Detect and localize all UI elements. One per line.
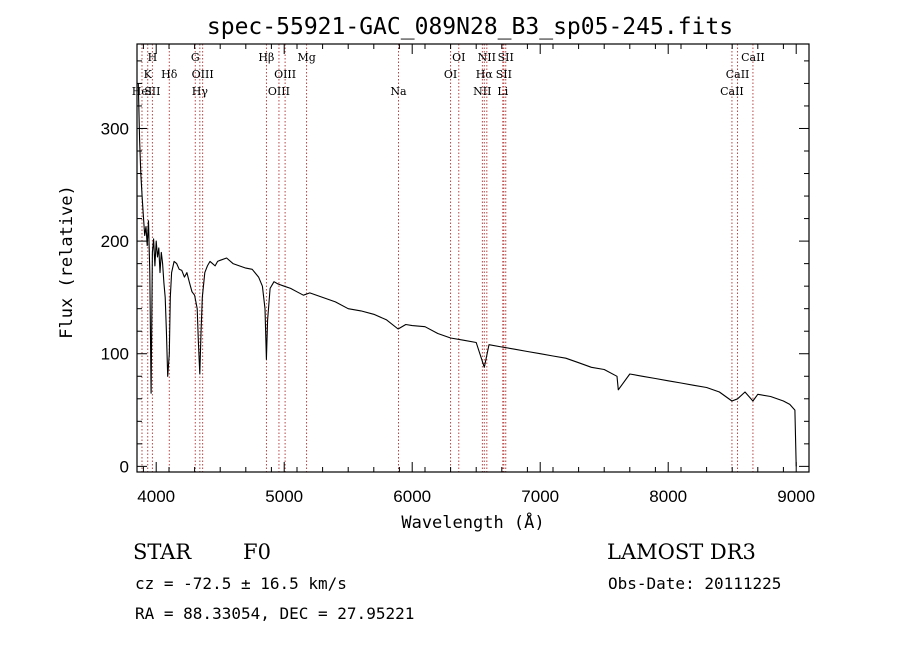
survey-name: LAMOST DR3 [607, 540, 756, 564]
x-tick-label-1: 5000 [265, 487, 303, 506]
y-tick-label-3: 300 [101, 119, 129, 138]
line-label-11: Mg [297, 51, 315, 64]
y-tick-label-1: 100 [101, 345, 129, 364]
line-label-13: OI [452, 51, 465, 64]
line-label-3: SII [144, 85, 160, 98]
tick-layer: 4000 5000 6000 7000 8000 9000 0 100 200 300 [101, 44, 815, 506]
coordinates: RA = 88.33054, DEC = 27.95221 [135, 604, 415, 623]
object-class: STAR [133, 540, 192, 564]
x-tick-label-3: 7000 [521, 487, 559, 506]
line-label-0: H [148, 51, 158, 64]
line-label-14: OI [444, 68, 457, 81]
redshift-text: cz = -72.5 ± 16.5 km/s [135, 574, 347, 593]
line-marker-layer [141, 44, 754, 472]
line-label-18: SII [496, 68, 512, 81]
line-label-8: Hβ [258, 51, 274, 64]
x-tick-label-4: 8000 [649, 487, 687, 506]
obs-date: Obs-Date: 20111225 [608, 574, 782, 593]
line-label-6: OIII [192, 68, 214, 81]
line-label-17: Hα [476, 68, 494, 81]
spectral-subclass: F0 [243, 540, 271, 564]
y-axis-label: Flux (relative) [57, 185, 77, 339]
series-line-flux [137, 83, 797, 467]
line-label-21: CaII [741, 51, 765, 64]
line-label-5: G [191, 51, 200, 64]
line-label-4: Hδ [161, 68, 178, 81]
line-label-23: CaII [720, 85, 744, 98]
line-label-15: NII [478, 51, 496, 64]
y-tick-label-2: 200 [101, 232, 129, 251]
line-label-7: Hγ [192, 85, 209, 98]
line-label-19: NII [473, 85, 491, 98]
line-label-16: SII [498, 51, 514, 64]
plot-frame [136, 43, 810, 473]
chart-title: spec-55921-GAC_089N28_B3_sp05-245.fits [207, 14, 733, 40]
x-tick-label-5: 9000 [777, 487, 815, 506]
series-layer [137, 83, 797, 467]
y-tick-label-0: 0 [120, 457, 129, 476]
x-tick-label-0: 4000 [137, 487, 175, 506]
line-label-22: CaII [726, 68, 750, 81]
line-label-20: Li [497, 85, 508, 98]
line-label-1: K [144, 68, 153, 81]
line-label-10: OIII [268, 85, 290, 98]
line-label-9: OIII [274, 68, 296, 81]
x-tick-label-2: 6000 [393, 487, 431, 506]
x-axis-label: Wavelength (Å) [401, 511, 544, 533]
line-label-12: Na [390, 85, 407, 98]
